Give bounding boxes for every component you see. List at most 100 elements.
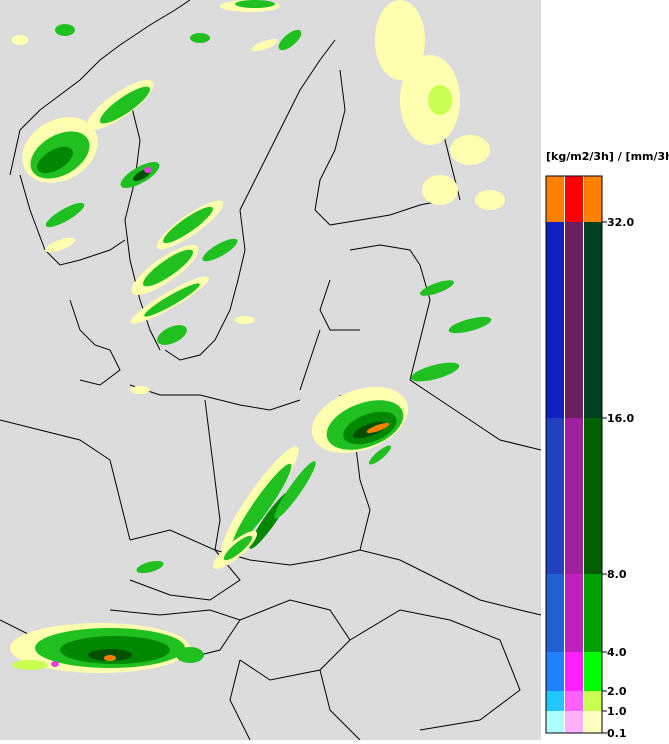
finland-west-coast: [314, 69, 346, 226]
precip-cell: [251, 38, 279, 52]
legend-swatch: [565, 222, 583, 418]
precip-cell: [157, 325, 187, 345]
legend-unit-label: [kg/m2/3h] / [mm/3h]: [546, 150, 669, 163]
precip-cell: [45, 202, 85, 228]
legend-tick-label: 8.0: [607, 568, 627, 581]
legend-color-columns: [545, 175, 603, 734]
precip-cell: [448, 316, 492, 334]
legend-tick-label: 2.0: [607, 685, 627, 698]
precip-cell: [51, 661, 59, 667]
precipitation-legend: [kg/m2/3h] / [mm/3h] 0.1 1.0 2.0 4.0 8.0 16.0…: [541, 0, 669, 740]
precip-cell: [100, 86, 150, 124]
precip-band-sweden: [130, 200, 255, 394]
precip-cell: [136, 560, 164, 574]
precip-cell: [144, 283, 200, 317]
legend-swatch: [546, 574, 564, 652]
lithuania-coast: [299, 329, 321, 391]
precip-cell: [428, 85, 452, 115]
legend-tick-label: 32.0: [607, 216, 634, 229]
precip-cell: [163, 206, 213, 244]
legend-swatch: [584, 691, 602, 711]
scandinavia-coast: [9, 0, 191, 176]
legend-swatch: [584, 711, 602, 733]
precip-band-alps: [10, 623, 204, 673]
baltic-east-border: [409, 264, 431, 381]
precip-band-west-norway: [22, 80, 160, 253]
sweden-east-coast: [164, 209, 246, 361]
precip-band-north-scandinavia: [12, 0, 302, 52]
legend-swatch: [565, 652, 583, 691]
precip-cell: [274, 461, 316, 519]
norway-south-coast: [19, 174, 126, 266]
estonia-coast: [349, 244, 421, 266]
precip-cell: [190, 33, 210, 43]
legend-frame: [545, 175, 603, 734]
legend-tick-label: 0.1: [607, 727, 627, 740]
precip-cell: [475, 190, 505, 210]
legend-swatch: [565, 574, 583, 652]
legend-swatch: [546, 691, 564, 711]
precip-band-baltic: [410, 280, 492, 382]
precip-cell: [223, 535, 253, 561]
precipitation-map: [0, 0, 542, 741]
legend-swatch: [565, 691, 583, 711]
gulf-of-bothnia-west: [239, 39, 336, 211]
precip-cell: [104, 655, 116, 661]
legend-swatch: [546, 652, 564, 691]
precip-cell: [235, 316, 255, 324]
precip-band-poland-storm: [311, 387, 409, 465]
precip-cell: [144, 167, 152, 173]
legend-swatch: [565, 711, 583, 733]
ukraine-border: [359, 549, 542, 616]
precip-cell: [202, 238, 238, 262]
precip-cell: [419, 280, 455, 296]
precip-cell: [278, 29, 302, 51]
west-europe-border: [0, 419, 131, 541]
legend-swatch: [584, 418, 602, 574]
precip-cell: [450, 135, 490, 165]
precip-cell: [375, 0, 425, 80]
precip-cell: [130, 386, 150, 394]
balkan-border: [229, 659, 251, 741]
legend-swatch: [584, 222, 602, 418]
latvia-coast: [319, 279, 360, 331]
legend-swatch: [565, 176, 583, 222]
legend-swatch: [584, 176, 602, 222]
precip-cell: [143, 249, 193, 287]
legend-tick-label: 4.0: [607, 646, 627, 659]
precip-cell: [232, 463, 292, 547]
precip-cell: [176, 647, 204, 663]
belarus-border: [409, 379, 542, 451]
hungary-border: [239, 599, 351, 681]
denmark-coast: [69, 299, 121, 386]
legend-tick-label: 1.0: [607, 705, 627, 718]
precip-cell: [366, 423, 390, 433]
legend-swatch: [584, 574, 602, 652]
legend-ticks: 0.1 1.0 2.0 4.0 8.0 16.0 32.0: [602, 216, 634, 740]
finland-south-coast: [329, 199, 446, 226]
legend-colorbar: 0.1 1.0 2.0 4.0 8.0 16.0 32.0: [545, 175, 634, 740]
map-canvas: [0, 0, 542, 741]
norway-sweden-border: [124, 99, 161, 351]
precip-band-finland: [375, 0, 505, 210]
precip-cell: [368, 445, 392, 465]
legend-swatch: [546, 176, 564, 222]
precip-cell: [44, 237, 76, 253]
south-border: [319, 669, 361, 741]
precip-band-central-europe: [136, 446, 316, 574]
legend-swatch: [546, 711, 564, 733]
czech-border: [129, 529, 241, 601]
precip-cell: [422, 175, 458, 205]
germany-poland-border: [204, 399, 221, 551]
south-baltic-coast: [129, 384, 301, 411]
legend-swatch: [565, 418, 583, 574]
precip-cell: [12, 35, 28, 45]
precipitation-cells: [10, 0, 505, 673]
legend-tick-label: 16.0: [607, 412, 634, 425]
precip-cell: [235, 0, 275, 8]
legend-swatch: [546, 222, 564, 418]
precip-cell: [12, 660, 48, 670]
precip-cell: [36, 146, 74, 174]
precip-cell: [410, 362, 460, 382]
legend-swatch: [584, 652, 602, 691]
